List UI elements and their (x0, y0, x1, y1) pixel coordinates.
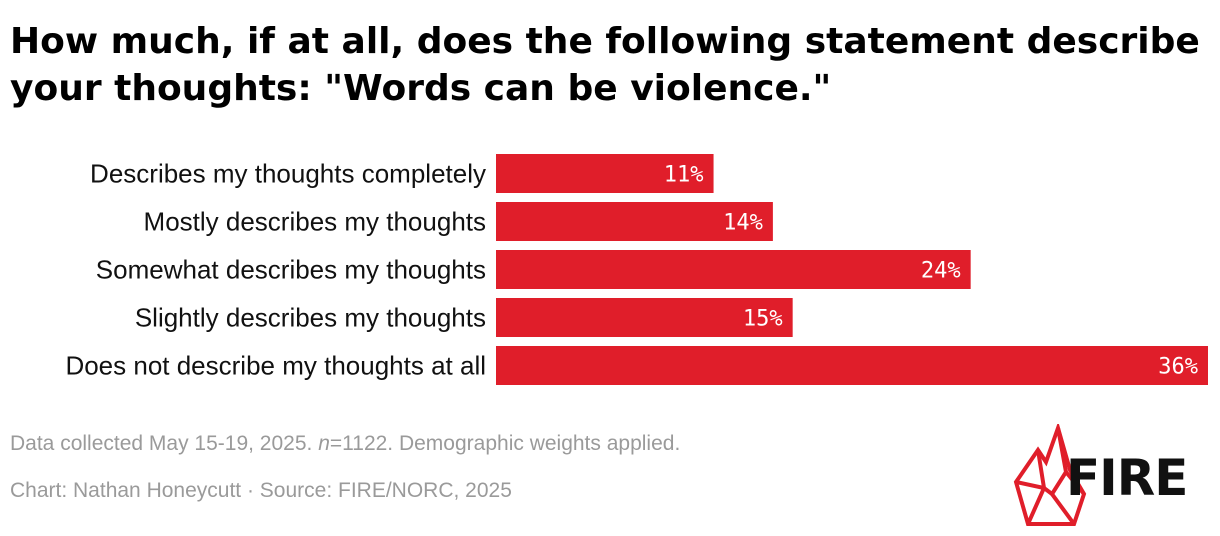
chart-credit: Chart: Nathan Honeycutt · Source: FIRE/N… (10, 479, 512, 502)
value-label-2: 14% (723, 211, 763, 236)
note-n: n (318, 432, 330, 455)
bar-chart: Describes my thoughts completely 11% Mostl… (65, 154, 1208, 385)
bar-2 (496, 202, 773, 241)
bar-5 (496, 346, 1208, 385)
bar-4 (496, 298, 793, 337)
category-label-5: Does not describe my thoughts at all (65, 351, 486, 381)
value-label-3: 24% (921, 259, 961, 284)
data-collection-note: Data collected May 15-19, 2025. n=1122. … (10, 432, 680, 456)
category-label-1: Describes my thoughts completely (90, 159, 486, 189)
category-label-4: Slightly describes my thoughts (135, 303, 486, 333)
value-label-4: 15% (743, 307, 783, 332)
category-label-2: Mostly describes my thoughts (144, 207, 486, 237)
value-label-5: 36% (1158, 355, 1198, 380)
bar-3 (496, 250, 971, 289)
bar-1 (496, 154, 714, 193)
fire-logo-flame-icon (1013, 424, 1087, 526)
note-prefix: Data collected May 15-19, 2025. (10, 432, 319, 455)
fire-logo-wordmark: FIRE (1066, 449, 1188, 507)
category-label-3: Somewhat describes my thoughts (96, 255, 486, 285)
chart-title: How much, if at all, does the following … (10, 21, 1200, 109)
value-label-1: 11% (664, 163, 704, 188)
note-suffix: =1122. Demographic weights applied. (329, 432, 681, 455)
